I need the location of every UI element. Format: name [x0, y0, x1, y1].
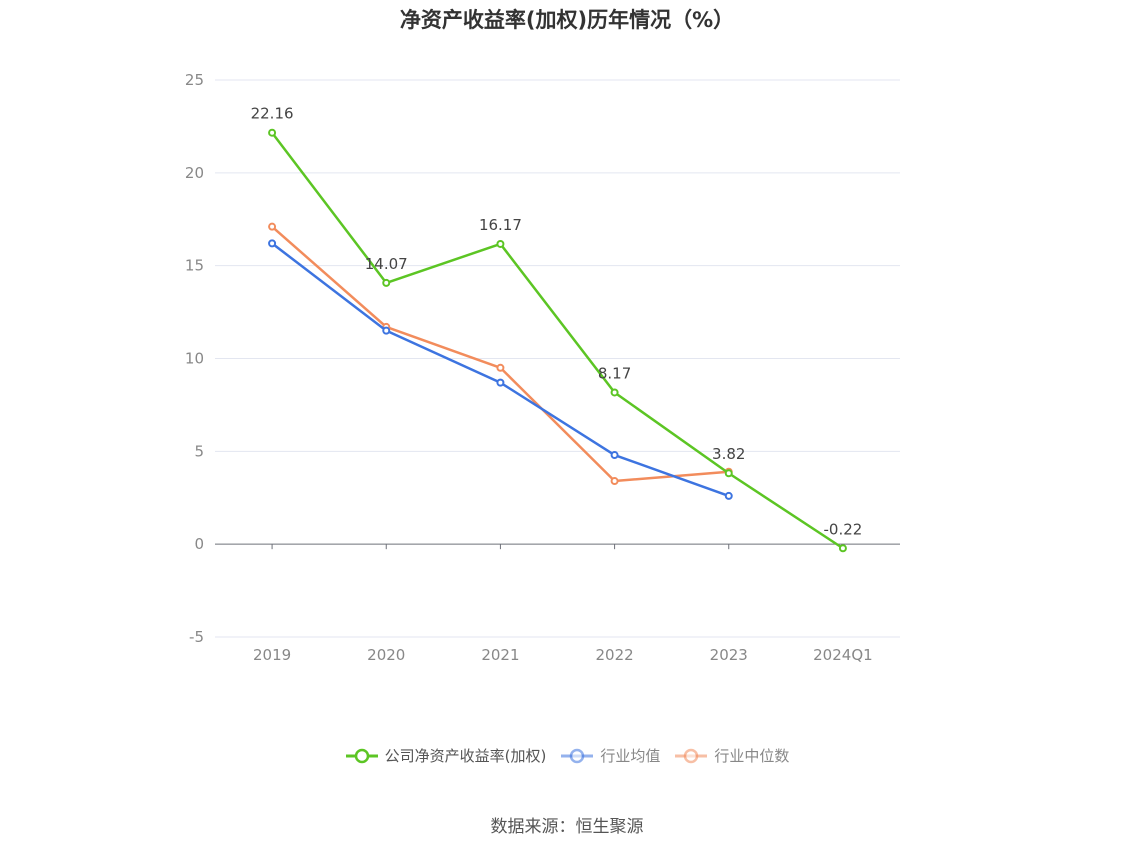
y-tick-label: 15: [185, 257, 204, 275]
chart-legend: 公司净资产收益率(加权) 行业均值 行业中位数: [0, 745, 1134, 766]
x-tick-label: 2020: [367, 646, 405, 664]
y-tick-label: 25: [185, 71, 204, 89]
data-point: [610, 477, 619, 486]
legend-marker-icon: [675, 748, 708, 763]
legend-item[interactable]: 行业中位数: [674, 745, 789, 766]
data-point: [496, 239, 505, 248]
y-tick-label: -5: [189, 628, 204, 646]
data-point: [838, 544, 847, 553]
legend-item[interactable]: 公司净资产收益率(加权): [345, 745, 547, 766]
data-point: [724, 469, 733, 478]
legend-marker-icon: [561, 748, 594, 763]
legend-marker-icon: [345, 748, 378, 763]
y-tick-label: 0: [194, 535, 204, 553]
data-point: [496, 378, 505, 387]
legend-label: 行业中位数: [714, 747, 790, 765]
x-tick-label: 2024Q1: [813, 646, 873, 664]
data-label: 16.17: [479, 216, 522, 234]
legend-item[interactable]: 行业均值: [560, 745, 660, 766]
data-point: [610, 388, 619, 397]
x-tick-label: 2023: [710, 646, 748, 664]
y-tick-label: 20: [185, 164, 204, 182]
chart-title: 净资产收益率(加权)历年情况（%）: [399, 8, 735, 32]
legend-label: 行业均值: [600, 747, 661, 765]
data-label: -0.22: [824, 520, 863, 538]
data-point: [382, 278, 391, 287]
data-point: [268, 222, 277, 231]
data-point: [268, 239, 277, 248]
data-point: [382, 326, 391, 335]
data-label: 8.17: [598, 364, 631, 382]
data-source-note: 数据来源：恒生聚源: [490, 817, 644, 837]
x-tick-label: 2022: [595, 646, 633, 664]
y-tick-label: 10: [185, 350, 204, 368]
data-label: 14.07: [365, 255, 408, 273]
data-point: [724, 491, 733, 500]
data-point: [496, 363, 505, 372]
x-tick-label: 2021: [481, 646, 519, 664]
data-point: [268, 128, 277, 137]
y-tick-label: 5: [194, 442, 204, 460]
series-line: [271, 131, 844, 550]
data-label: 3.82: [712, 445, 745, 463]
data-point: [610, 451, 619, 460]
series-line: [271, 225, 729, 483]
legend-label: 公司净资产收益率(加权): [384, 747, 547, 765]
data-label: 22.16: [251, 105, 294, 123]
x-tick-label: 2019: [253, 646, 291, 664]
